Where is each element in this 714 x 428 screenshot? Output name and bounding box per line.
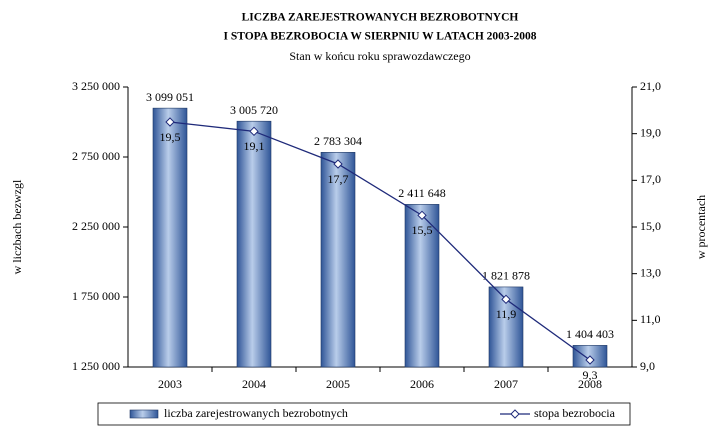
line-marker — [333, 159, 343, 169]
x-tick-label: 2004 — [242, 377, 266, 391]
bar — [236, 120, 272, 368]
line-marker — [165, 117, 175, 127]
x-tick-label: 2003 — [158, 377, 182, 391]
y2-tick-label: 11,0 — [640, 312, 661, 326]
y2-tick-label: 15,0 — [640, 219, 661, 233]
legend-swatch — [129, 409, 159, 419]
chart-title: LICZBA ZAREJESTROWANYCH BEZROBOTNYCH — [242, 12, 519, 24]
chart-subtitle: Stan w końcu roku sprawozdawczego — [289, 49, 470, 63]
y2-tick-label: 19,0 — [640, 125, 661, 139]
line-value-label: 11,9 — [496, 307, 517, 321]
line-value-label: 17,7 — [328, 172, 349, 186]
x-tick-label: 2006 — [410, 377, 434, 391]
legend-box — [97, 402, 631, 426]
y2-tick-label: 13,0 — [640, 265, 661, 279]
line-value-label: 9,3 — [583, 368, 598, 382]
bar-value-label: 2 783 304 — [314, 134, 362, 148]
bar-value-label: 2 411 648 — [398, 186, 446, 200]
y-tick-label: 2 750 000 — [72, 149, 120, 163]
bar-value-label: 3 005 720 — [230, 103, 278, 117]
bar — [320, 152, 356, 368]
legend-label: liczba zarejestrowanych bezrobotnych — [164, 406, 348, 420]
y-tick-label: 3 250 000 — [72, 79, 120, 93]
legend-swatch — [510, 409, 520, 419]
y-tick-label: 1 250 000 — [72, 359, 120, 373]
y2-tick-label: 17,0 — [640, 172, 661, 186]
line-marker — [417, 210, 427, 221]
bar-value-label: 1 404 403 — [566, 327, 614, 341]
line-value-label: 19,1 — [244, 139, 265, 153]
chart-title: I STOPA BEZROBOCIA W SIERPNIU W LATACH 2… — [223, 31, 536, 43]
bar — [152, 107, 188, 368]
y2-tick-label: 21,0 — [640, 79, 661, 93]
line-marker — [249, 126, 259, 137]
legend-label: stopa bezrobocia — [534, 406, 616, 420]
y-axis-label: w liczbach bezwzgl — [10, 179, 24, 274]
y-tick-label: 1 750 000 — [72, 289, 120, 303]
y-tick-label: 2 250 000 — [72, 219, 120, 233]
line-marker — [585, 355, 595, 365]
y2-axis-label: w procentach — [694, 195, 708, 259]
line-marker — [501, 294, 511, 305]
line-value-label: 19,5 — [160, 130, 181, 144]
y2-tick-label: 9,0 — [640, 359, 655, 373]
x-tick-label: 2008 — [578, 377, 602, 391]
line-value-label: 15,5 — [412, 223, 433, 237]
line — [169, 121, 591, 361]
bar-value-label: 3 099 051 — [146, 90, 194, 104]
bar-value-label: 1 821 878 — [482, 269, 530, 283]
bar — [404, 204, 440, 368]
x-tick-label: 2005 — [326, 377, 350, 391]
x-tick-label: 2007 — [494, 377, 518, 391]
